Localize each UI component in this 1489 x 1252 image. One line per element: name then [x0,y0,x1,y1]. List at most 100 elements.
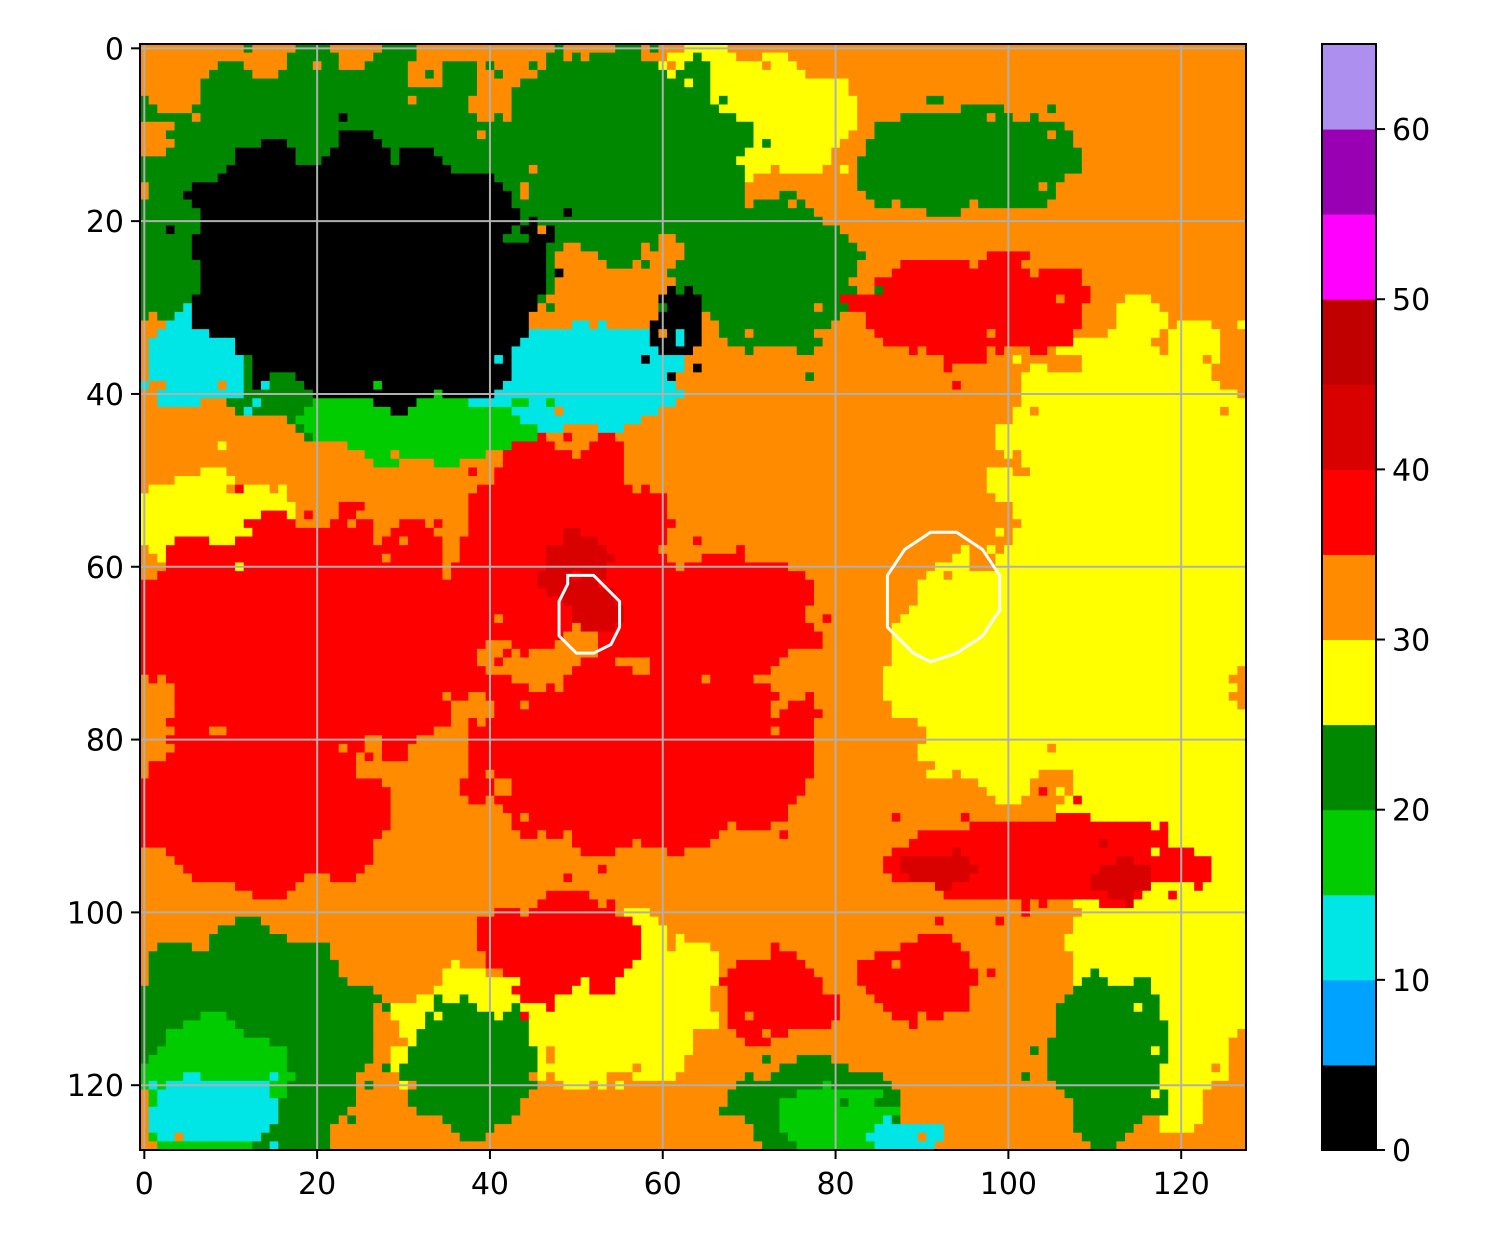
heatmap-cell [511,260,521,270]
heatmap-cell [451,139,461,149]
heatmap-cell [623,268,634,278]
heatmap-cell [969,294,979,304]
heatmap-cell [762,156,772,166]
heatmap-cell [347,208,357,218]
heatmap-cell [615,139,625,149]
heatmap-cell [1021,95,1031,106]
heatmap-cell [1220,294,1230,304]
heatmap-cell [1038,69,1048,80]
heatmap-cell [433,294,444,304]
heatmap-cell [511,87,521,97]
heatmap-cell [1107,234,1117,244]
heatmap-cell [900,355,910,365]
heatmap-cell [165,87,176,97]
heatmap-cell [1038,355,1048,365]
heatmap-cell [554,337,564,348]
heatmap-cell [235,87,245,97]
heatmap-cell [381,61,392,71]
heatmap-cell [1038,156,1048,166]
heatmap-cell [1038,329,1048,339]
heatmap-cell [459,139,469,149]
heatmap-cell [563,285,573,296]
heatmap-cell [1150,363,1161,373]
heatmap-cell [572,87,582,97]
heatmap-cell [701,61,711,71]
heatmap-cell [1228,121,1238,132]
heatmap-cell [891,173,901,183]
heatmap-cell [528,139,539,149]
heatmap-cell [632,87,642,97]
heatmap-cell [537,87,547,97]
heatmap-cell [1125,372,1135,382]
heatmap-cell [243,208,253,218]
heatmap-cell [580,337,590,348]
heatmap-cell [926,139,936,149]
heatmap-cell [1168,173,1178,183]
heatmap-cell [1029,130,1040,140]
heatmap-cell [1021,156,1031,166]
heatmap-cell [874,156,884,166]
heatmap-cell [502,130,513,140]
heatmap-cell [1116,156,1126,166]
heatmap-cell [1029,225,1040,235]
heatmap-cell [943,234,953,244]
heatmap-cell [416,372,426,382]
heatmap-cell [693,268,703,278]
heatmap-cell [788,303,798,313]
heatmap-cell [546,311,556,322]
heatmap-cell [191,251,202,261]
heatmap-cell [390,234,400,244]
heatmap-cell [606,329,616,339]
heatmap-cell [442,363,452,373]
heatmap-cell [865,225,876,235]
heatmap-cell [883,182,893,192]
heatmap-cell [416,199,426,209]
heatmap-cell [1150,268,1161,278]
heatmap-cell [839,52,850,62]
heatmap-cell [632,225,642,235]
heatmap-cell [883,52,893,62]
heatmap-cell [1090,52,1100,62]
heatmap-cell [537,268,547,278]
heatmap-cell [1220,199,1230,209]
heatmap-cell [1133,164,1143,175]
heatmap-cell [900,225,910,235]
heatmap-cell [304,69,314,80]
heatmap-cell [684,329,694,339]
heatmap-cell [1090,294,1100,304]
heatmap-cell [857,104,867,114]
heatmap-cell [1064,130,1074,140]
heatmap-cell [563,139,573,149]
heatmap-cell [926,52,936,62]
heatmap-cell [1047,337,1057,348]
heatmap-cell [572,303,582,313]
heatmap-cell [1185,372,1195,382]
heatmap-cell [174,320,184,330]
heatmap-cell [304,285,314,296]
heatmap-cell [373,337,383,348]
heatmap-cell [779,104,789,114]
heatmap-cell [476,190,487,201]
heatmap-cell [606,113,616,123]
heatmap-cell [718,294,729,304]
heatmap-cell [762,130,772,140]
heatmap-cell [1220,95,1230,106]
heatmap-cell [762,355,772,365]
heatmap-cell [1150,52,1161,62]
heatmap-cell [883,69,893,80]
heatmap-cell [822,337,832,348]
heatmap-cell [330,268,340,278]
heatmap-cell [874,225,884,235]
heatmap-cell [770,190,781,201]
heatmap-cell [546,303,556,313]
heatmap-cell [1150,208,1161,218]
heatmap-cell [1090,268,1100,278]
heatmap-cell [295,156,305,166]
heatmap-cell [995,104,1005,114]
heatmap-cell [960,294,971,304]
heatmap-cell [1168,156,1178,166]
heatmap-cell [235,130,245,140]
heatmap-cell [425,164,435,175]
heatmap-cell [381,104,392,114]
heatmap-cell [995,294,1005,304]
